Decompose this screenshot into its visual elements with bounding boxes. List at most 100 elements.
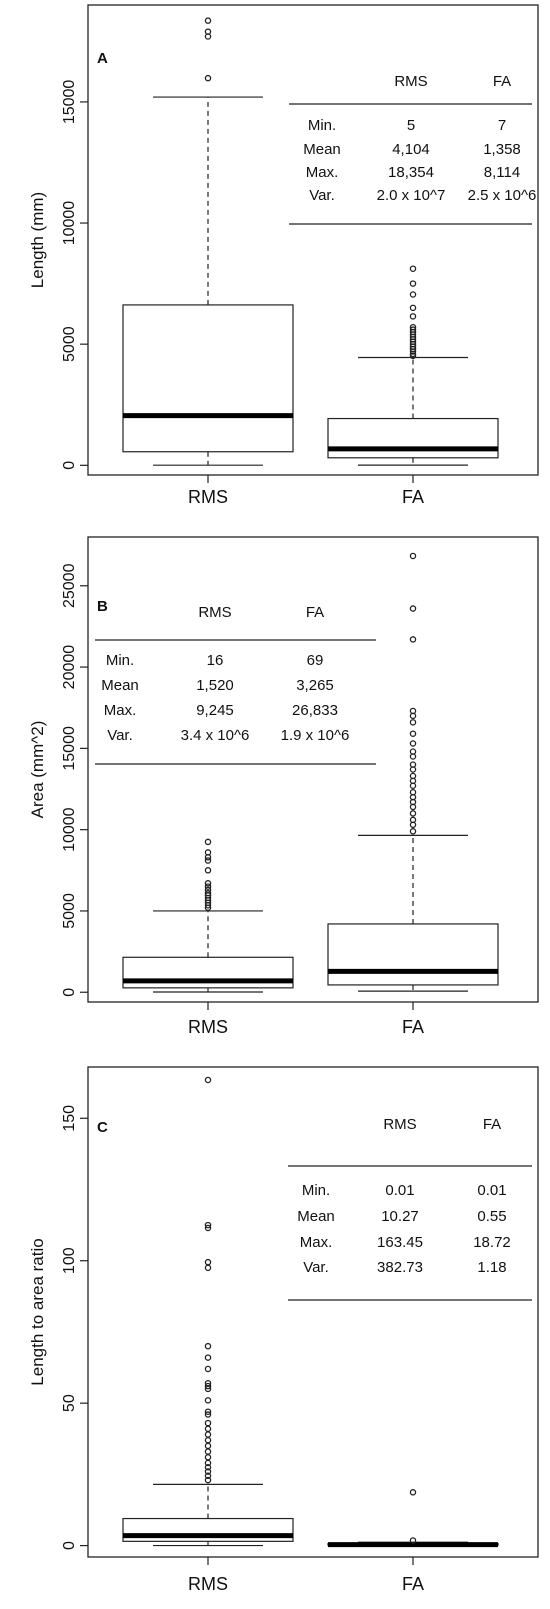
outlier-point	[409, 707, 417, 715]
outlier-point	[409, 1537, 417, 1544]
stats-cell: Var.	[309, 187, 335, 204]
outlier-point	[409, 313, 417, 320]
outlier-point	[204, 1221, 212, 1229]
stats-header: RMS	[394, 73, 427, 90]
stats-cell: 0.01	[385, 1182, 414, 1199]
box-rms	[122, 1076, 294, 1547]
outlier-point	[409, 323, 417, 331]
stats-cell: Max.	[300, 1234, 333, 1251]
outlier-point	[204, 1454, 212, 1461]
stats-cell: 3.4 x 10^6	[181, 727, 250, 744]
outlier-point	[409, 304, 417, 312]
iqr-box	[122, 304, 294, 453]
outlier-point	[204, 1468, 212, 1475]
outlier-point	[204, 886, 212, 894]
y-tick-label: 0	[61, 988, 78, 997]
outlier-point	[204, 1472, 212, 1480]
plot-frame	[87, 1066, 539, 1558]
y-tick-label: 10000	[61, 201, 78, 246]
outlier-point	[409, 816, 417, 824]
outlier-point	[409, 552, 417, 560]
stats-cell: 0.01	[477, 1182, 506, 1199]
stats-cell: 10.27	[381, 1208, 419, 1225]
outlier-point	[204, 857, 212, 864]
stats-header: FA	[306, 604, 324, 621]
outlier-point	[204, 1379, 212, 1387]
stats-cell: 2.0 x 10^7	[377, 187, 446, 204]
outlier-point	[204, 1436, 212, 1444]
x-category-label: FA	[402, 487, 424, 507]
outlier-point	[204, 1411, 212, 1418]
outlier-point	[409, 730, 417, 737]
stats-cell: 7	[498, 117, 506, 134]
stats-table: RMS FA Min. 5 7 Mean 4,104 1,358 Max. 18,354 8,114…	[289, 73, 536, 225]
y-tick-label: 10000	[61, 807, 78, 852]
y-tick-label: 0	[61, 1541, 78, 1550]
outlier-point	[409, 1489, 417, 1496]
outlier-point	[409, 719, 417, 726]
y-axis-label: Length (mm)	[28, 192, 47, 288]
panel-letter: B	[97, 598, 108, 615]
outlier-point	[204, 1365, 212, 1373]
stats-cell: 1,520	[196, 677, 234, 694]
outlier-point	[204, 883, 212, 890]
stats-header: RMS	[383, 1116, 416, 1133]
y-tick-label: 15000	[61, 726, 78, 771]
stats-cell: 18.72	[473, 1234, 511, 1251]
outlier-point	[204, 1076, 212, 1084]
stats-cell: 1.9 x 10^6	[281, 727, 350, 744]
panel-b: 0 5000 10000 15000 20000 25000 Area (mm^2) RMS F…	[28, 536, 539, 1037]
outlier-point	[204, 1382, 212, 1390]
outlier-point	[204, 867, 212, 874]
outlier-point	[409, 810, 417, 817]
x-category-label: FA	[402, 1017, 424, 1037]
y-tick-label: 20000	[61, 645, 78, 690]
outlier-point	[204, 1258, 212, 1266]
stats-cell: Min.	[308, 117, 336, 134]
y-tick-label: 15000	[61, 80, 78, 125]
outlier-point	[204, 1476, 212, 1484]
y-tick-label: 5000	[61, 893, 78, 929]
outlier-point	[409, 740, 417, 747]
outlier-point	[204, 74, 212, 82]
outlier-point	[204, 17, 212, 24]
y-tick-label: 50	[61, 1394, 78, 1412]
stats-header: RMS	[198, 604, 231, 621]
x-category-label: FA	[402, 1574, 424, 1594]
stats-cell: 9,245	[196, 702, 234, 719]
stats-cell: 4,104	[392, 141, 430, 158]
stats-cell: Min.	[302, 1182, 330, 1199]
stats-cell: Mean	[101, 677, 139, 694]
outlier-point	[204, 1354, 212, 1361]
outlier-point	[409, 291, 417, 298]
outlier-point	[409, 265, 417, 272]
x-category-label: RMS	[188, 1574, 228, 1594]
outlier-point	[204, 1408, 212, 1415]
outlier-point	[409, 748, 417, 755]
stats-cell: 26,833	[292, 702, 338, 719]
stats-cell: 69	[307, 652, 324, 669]
outlier-point	[409, 761, 417, 768]
stats-cell: Var.	[107, 727, 133, 744]
plot-frame	[87, 4, 539, 476]
outlier-point	[204, 838, 212, 846]
stats-cell: 8,114	[484, 164, 520, 181]
outlier-point	[204, 1419, 212, 1427]
outlier-point	[204, 1397, 212, 1404]
stats-cell: Mean	[297, 1208, 335, 1225]
outlier-point	[204, 849, 212, 856]
panel-letter: A	[97, 50, 108, 67]
panel-a: 0 5000 10000 15000 Length (mm) RMS FA A RMS FA Min…	[28, 4, 539, 507]
iqr-box	[327, 417, 499, 459]
y-axis-label: Length to area ratio	[28, 1238, 47, 1385]
stats-table: RMS FA Min. 16 69 Mean 1,520 3,265 Max. 9,245 26,8…	[95, 604, 376, 765]
stats-table: RMS FA Min. 0.01 0.01 Mean 10.27 0.55 Max. 163.45…	[288, 1116, 532, 1301]
outlier-point	[204, 1464, 212, 1471]
x-category-label: RMS	[188, 1017, 228, 1037]
stats-cell: 0.55	[477, 1208, 506, 1225]
box-rms	[122, 17, 294, 466]
stats-cell: 1.18	[477, 1259, 506, 1276]
box-fa	[327, 265, 499, 466]
outlier-point	[409, 636, 417, 643]
